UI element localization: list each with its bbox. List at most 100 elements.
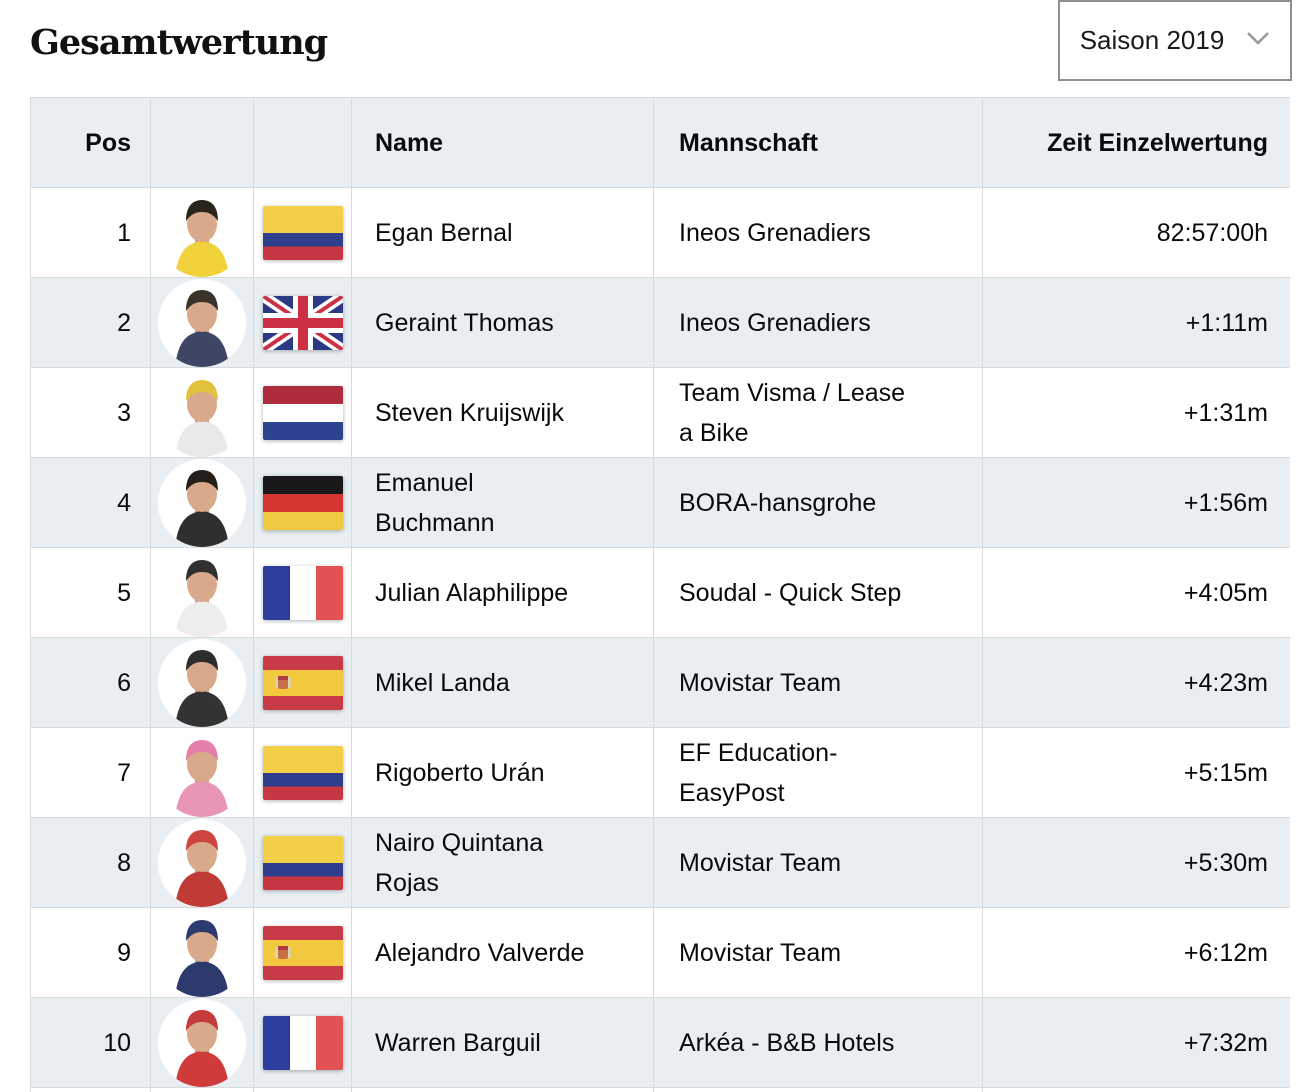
rider-name-cell: Steven Kruijswijk bbox=[351, 367, 654, 458]
team-cell: Arkéa - B&B Hotels bbox=[653, 997, 983, 1088]
flag-cell bbox=[253, 817, 352, 908]
table-header-row: Pos Name Mannschaft Zeit Einzelwertung bbox=[30, 97, 1290, 188]
time-cell bbox=[982, 1087, 1290, 1092]
flag-colombia-icon bbox=[262, 205, 343, 260]
rider-photo bbox=[158, 728, 246, 817]
table-row[interactable]: 1 Egan Bernal Ineos Grenadiers 82:57:00h bbox=[30, 187, 1290, 278]
rider-photo bbox=[158, 818, 246, 907]
column-header-time: Zeit Einzelwertung bbox=[982, 97, 1290, 188]
team-cell: Soudal - Quick Step bbox=[653, 547, 983, 638]
time-cell: +7:32m bbox=[982, 997, 1290, 1088]
team-cell: BORA-hansgrohe bbox=[653, 457, 983, 548]
flag-cell bbox=[253, 1087, 352, 1092]
flag-united-kingdom-icon bbox=[262, 295, 343, 350]
flag-cell bbox=[253, 907, 352, 998]
table-row[interactable]: 2 Geraint Thomas Ineos Grenadiers +1:11m bbox=[30, 277, 1290, 368]
rider-name-cell: Emanuel Buchmann bbox=[351, 457, 654, 548]
table-row-partial bbox=[30, 1087, 1290, 1092]
rider-photo-cell bbox=[150, 637, 254, 728]
table-row[interactable]: 8 Nairo Quintana Rojas Movistar Team +5:3… bbox=[30, 817, 1290, 908]
position-cell: 3 bbox=[30, 367, 151, 458]
rider-photo bbox=[158, 998, 246, 1087]
flag-cell bbox=[253, 277, 352, 368]
column-header-team: Mannschaft bbox=[653, 97, 983, 188]
column-header-pos: Pos bbox=[30, 97, 151, 188]
flag-france-icon bbox=[262, 565, 343, 620]
time-cell: +5:30m bbox=[982, 817, 1290, 908]
position-cell: 6 bbox=[30, 637, 151, 728]
flag-cell bbox=[253, 457, 352, 548]
flag-cell bbox=[253, 367, 352, 458]
rider-name-cell: Julian Alaphilippe bbox=[351, 547, 654, 638]
rider-photo-cell bbox=[150, 907, 254, 998]
rider-photo bbox=[158, 278, 246, 367]
flag-cell bbox=[253, 727, 352, 818]
rider-name-cell: Rigoberto Urán bbox=[351, 727, 654, 818]
position-cell: 2 bbox=[30, 277, 151, 368]
rider-name-cell: Warren Barguil bbox=[351, 997, 654, 1088]
position-cell: 8 bbox=[30, 817, 151, 908]
position-cell bbox=[30, 1087, 151, 1092]
rider-photo bbox=[158, 638, 246, 727]
flag-germany-icon bbox=[262, 475, 343, 530]
rider-name-cell bbox=[351, 1087, 654, 1092]
team-cell: Movistar Team bbox=[653, 637, 983, 728]
flag-netherlands-icon bbox=[262, 385, 343, 440]
time-cell: +4:23m bbox=[982, 637, 1290, 728]
table-row[interactable]: 7 Rigoberto Urán EF Education- EasyPost +… bbox=[30, 727, 1290, 818]
position-cell: 4 bbox=[30, 457, 151, 548]
rider-photo-cell bbox=[150, 547, 254, 638]
rider-photo-cell bbox=[150, 457, 254, 548]
position-cell: 1 bbox=[30, 187, 151, 278]
flag-france-icon bbox=[262, 1015, 343, 1070]
table-row[interactable]: 5 Julian Alaphilippe Soudal - Quick Step… bbox=[30, 547, 1290, 638]
rider-photo bbox=[158, 368, 246, 457]
position-cell: 10 bbox=[30, 997, 151, 1088]
time-cell: +1:31m bbox=[982, 367, 1290, 458]
rider-photo-cell bbox=[150, 367, 254, 458]
flag-colombia-icon bbox=[262, 745, 343, 800]
flag-cell bbox=[253, 187, 352, 278]
table-row[interactable]: 9 Alejandro Valverde Movistar Team +6:12… bbox=[30, 907, 1290, 998]
position-cell: 5 bbox=[30, 547, 151, 638]
position-cell: 7 bbox=[30, 727, 151, 818]
rider-photo-cell bbox=[150, 817, 254, 908]
rider-name-cell: Egan Bernal bbox=[351, 187, 654, 278]
standings-table: Pos Name Mannschaft Zeit Einzelwertung 1… bbox=[30, 97, 1290, 1092]
rider-photo bbox=[158, 1088, 246, 1092]
standings-table-container: Pos Name Mannschaft Zeit Einzelwertung 1… bbox=[30, 97, 1290, 1092]
team-cell: Team Visma / Lease a Bike bbox=[653, 367, 983, 458]
flag-cell bbox=[253, 547, 352, 638]
table-row[interactable]: 10 Warren Barguil Arkéa - B&B Hotels +7:… bbox=[30, 997, 1290, 1088]
rider-name-cell: Geraint Thomas bbox=[351, 277, 654, 368]
table-row[interactable]: 4 Emanuel Buchmann BORA-hansgrohe +1:56m bbox=[30, 457, 1290, 548]
column-header-name: Name bbox=[351, 97, 654, 188]
team-cell: Movistar Team bbox=[653, 817, 983, 908]
table-row[interactable]: 6 Mikel Landa Movistar Team +4:23m bbox=[30, 637, 1290, 728]
team-cell: Ineos Grenadiers bbox=[653, 187, 983, 278]
flag-cell bbox=[253, 997, 352, 1088]
time-cell: +1:56m bbox=[982, 457, 1290, 548]
position-cell: 9 bbox=[30, 907, 151, 998]
time-cell: +6:12m bbox=[982, 907, 1290, 998]
time-cell: +1:11m bbox=[982, 277, 1290, 368]
flag-colombia-icon bbox=[262, 835, 343, 890]
team-cell: Ineos Grenadiers bbox=[653, 277, 983, 368]
rider-photo bbox=[158, 188, 246, 277]
page-title: Gesamtwertung bbox=[30, 22, 328, 63]
rider-photo bbox=[158, 458, 246, 547]
table-row[interactable]: 3 Steven Kruijswijk Team Visma / Lease a … bbox=[30, 367, 1290, 458]
season-select-value: Saison 2019 bbox=[1079, 25, 1225, 55]
team-cell: Movistar Team bbox=[653, 907, 983, 998]
rider-photo-cell bbox=[150, 727, 254, 818]
team-cell bbox=[653, 1087, 983, 1092]
flag-cell bbox=[253, 637, 352, 728]
rider-photo bbox=[158, 548, 246, 637]
time-cell: +4:05m bbox=[982, 547, 1290, 638]
season-select[interactable]: Saison 2019 bbox=[1058, 0, 1292, 81]
flag-spain-icon bbox=[262, 655, 343, 710]
rider-photo bbox=[158, 908, 246, 997]
rider-name-cell: Alejandro Valverde bbox=[351, 907, 654, 998]
flag-spain-icon bbox=[262, 925, 343, 980]
column-header-photo bbox=[150, 97, 254, 188]
